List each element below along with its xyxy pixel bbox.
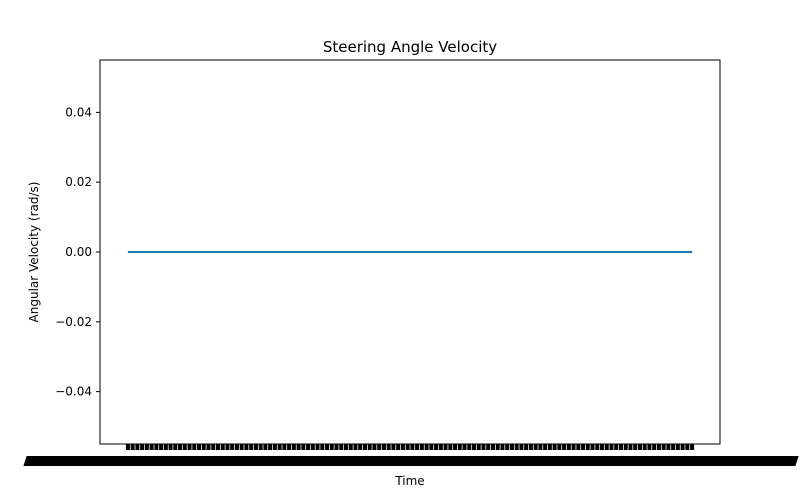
y-tick-label: −0.02 [55,315,92,329]
y-axis-label: Angular Velocity (rad/s) [27,182,41,323]
x-axis-ticks [125,444,695,450]
plot-area-frame [99,59,721,445]
chart-title: Steering Angle Velocity [323,38,497,56]
y-tick-label: −0.04 [55,385,92,399]
y-axis-tick-labels: −0.04 −0.02 0.00 0.02 0.04 [55,105,92,398]
x-axis-tick-labels [23,456,799,466]
x-tick-label [787,456,799,466]
y-axis-ticks [96,111,100,393]
x-axis-label: Time [394,474,424,488]
y-tick-label: 0.04 [65,105,92,119]
y-tick-label: 0.00 [65,245,92,259]
y-tick-label: 0.02 [65,175,92,189]
